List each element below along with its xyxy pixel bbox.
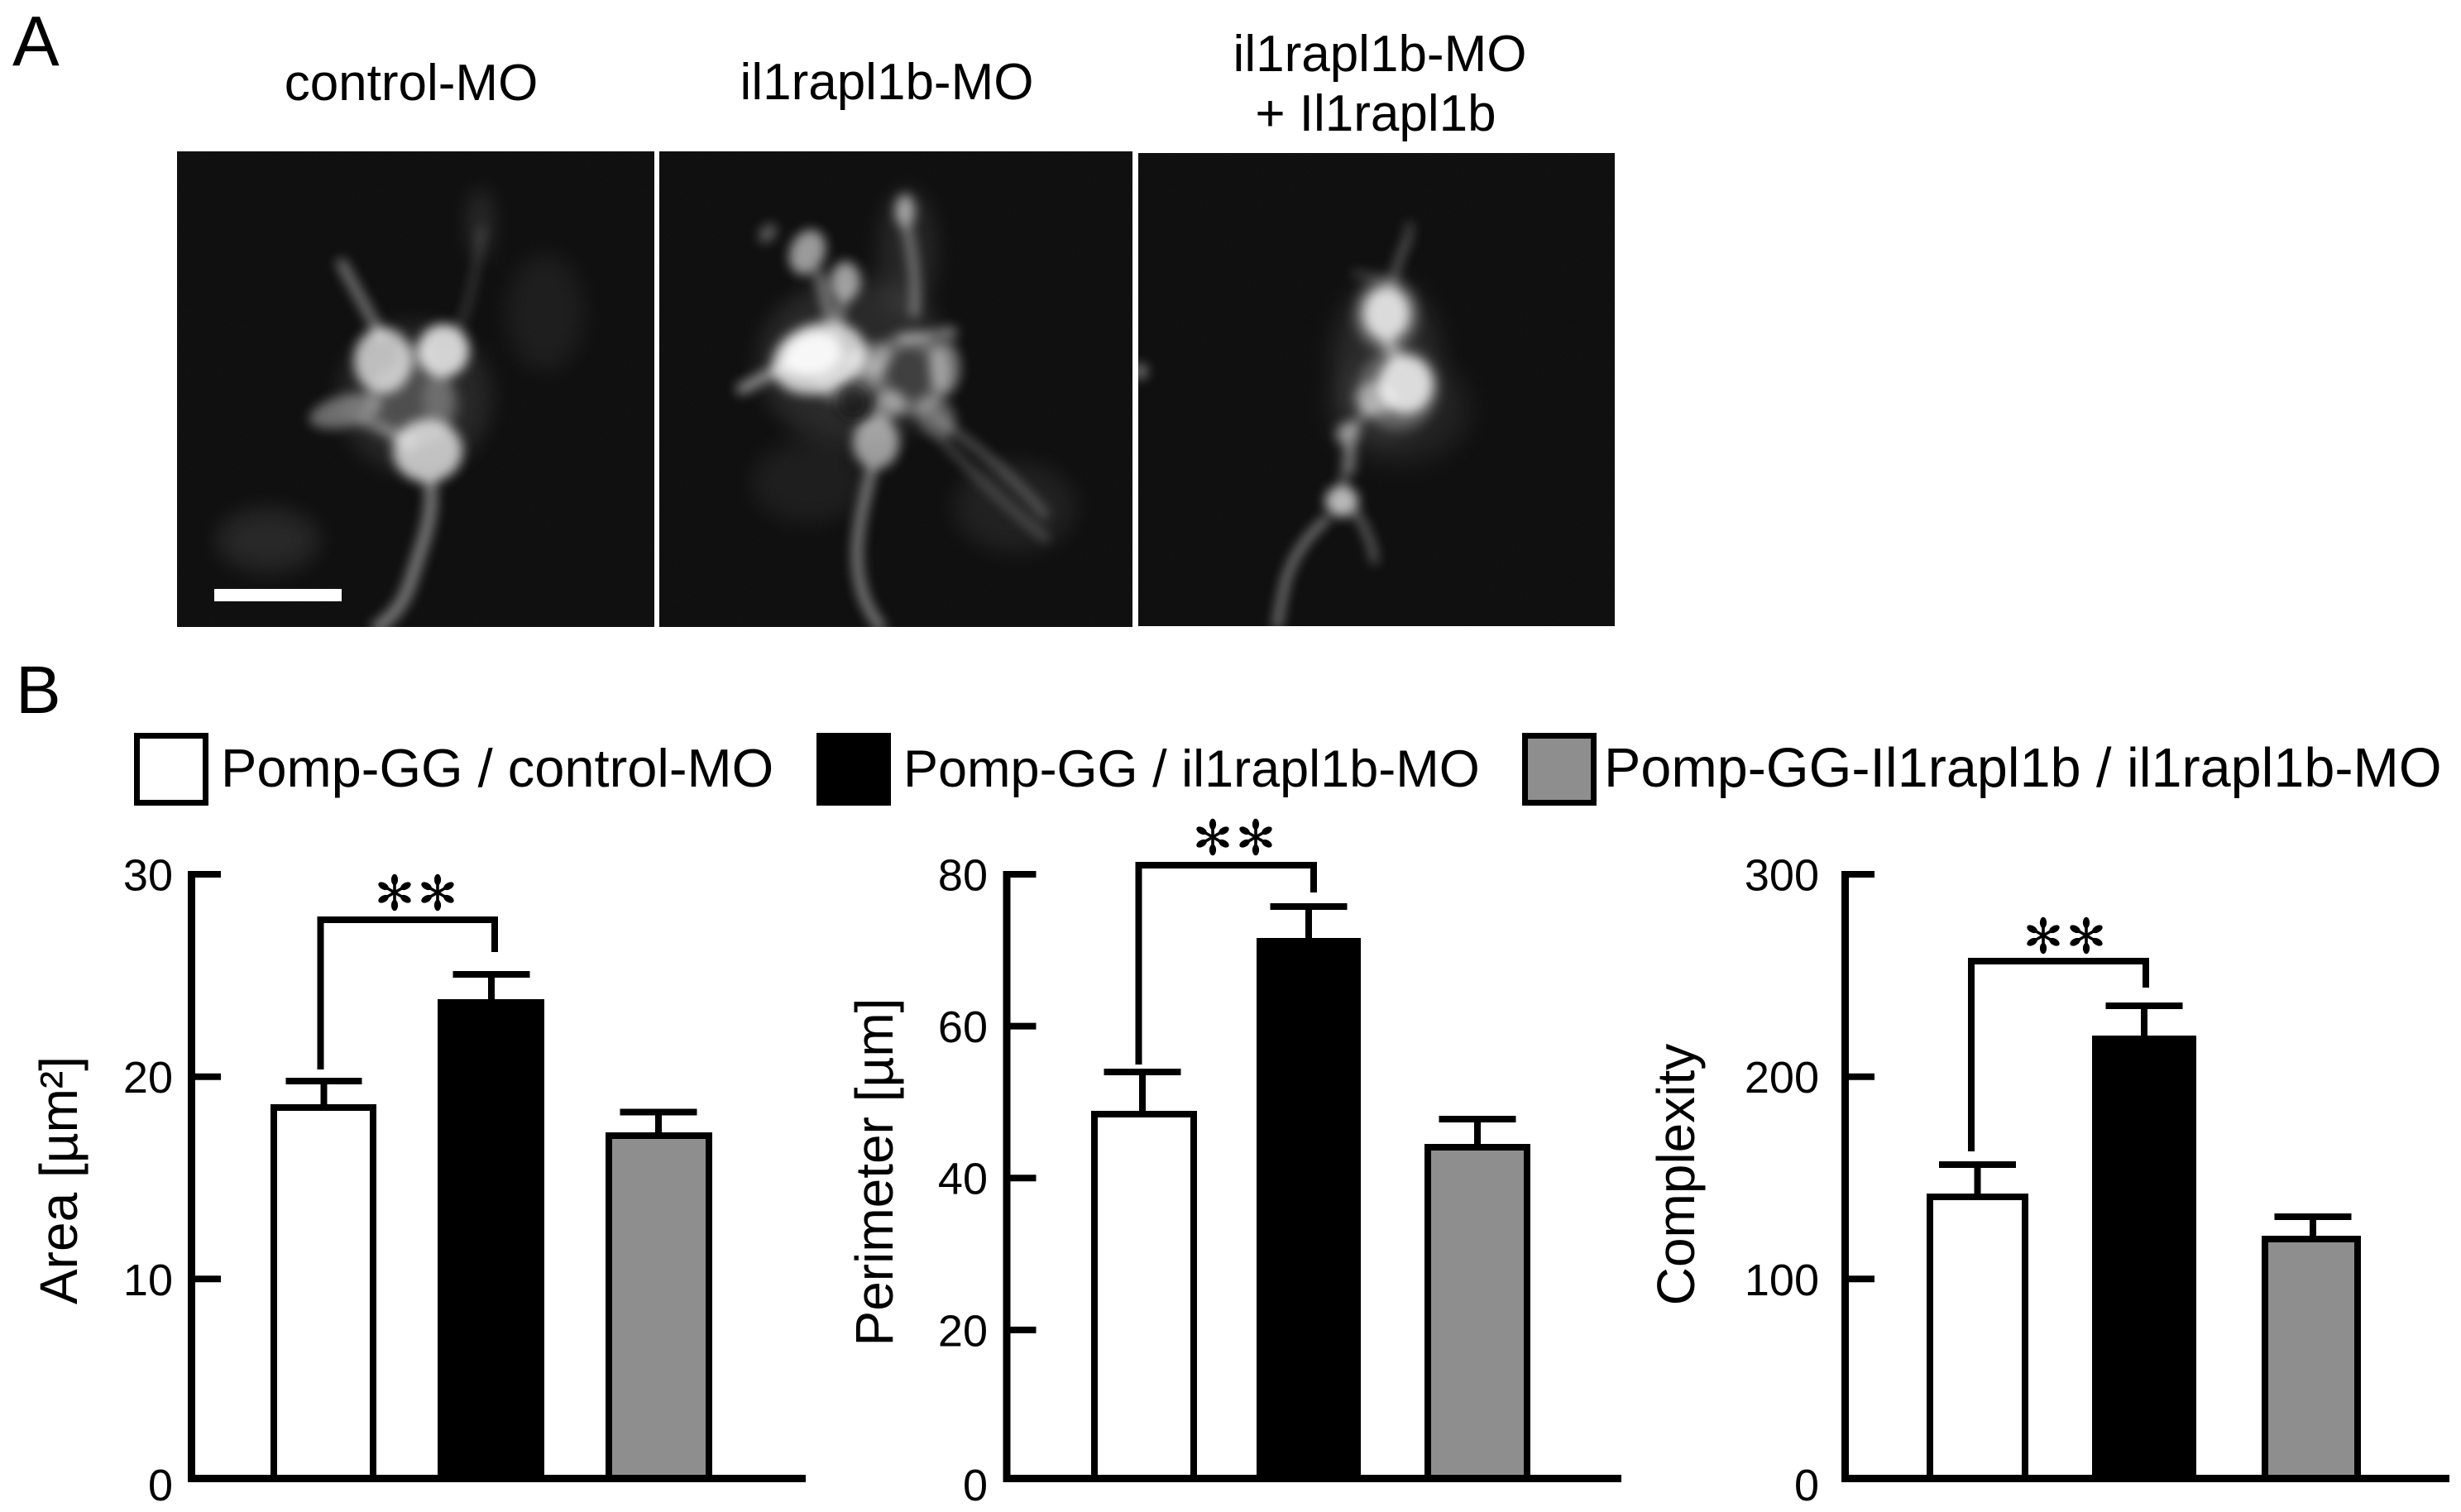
svg-text:40: 40 [938,1155,988,1204]
svg-text:30: 30 [123,851,173,901]
svg-text:Pomp-GG-Il1rapl1b / il1rapl1b-: Pomp-GG-Il1rapl1b / il1rapl1b-MO [1604,738,2442,799]
svg-text:60: 60 [938,1002,988,1052]
svg-text:20: 20 [938,1306,988,1356]
svg-text:100: 100 [1745,1256,1819,1305]
svg-text:300: 300 [1745,851,1819,901]
svg-text:il1rapl1b-MO: il1rapl1b-MO [740,54,1034,111]
svg-text:Perimeter [µm]: Perimeter [µm] [845,998,904,1347]
svg-text:Pomp-GG / il1rapl1b-MO: Pomp-GG / il1rapl1b-MO [903,740,1480,798]
svg-text:Area [µm²]: Area [µm²] [29,1056,89,1304]
svg-text:control-MO: control-MO [285,55,539,112]
svg-text:10: 10 [123,1256,173,1305]
svg-text:0: 0 [1794,1461,1819,1510]
svg-text:0: 0 [148,1461,173,1510]
svg-text:Pomp-GG / control-MO: Pomp-GG / control-MO [221,738,773,798]
svg-text:B: B [16,653,61,728]
svg-text:il1rapl1b-MO: il1rapl1b-MO [1233,26,1527,83]
svg-text:200: 200 [1745,1053,1819,1103]
svg-text:+ Il1rapl1b: + Il1rapl1b [1255,85,1496,142]
svg-text:80: 80 [938,851,988,901]
svg-text:Complexity: Complexity [1646,1044,1706,1306]
svg-text:0: 0 [963,1461,988,1510]
svg-text:20: 20 [123,1053,173,1103]
svg-text:A: A [12,2,60,81]
